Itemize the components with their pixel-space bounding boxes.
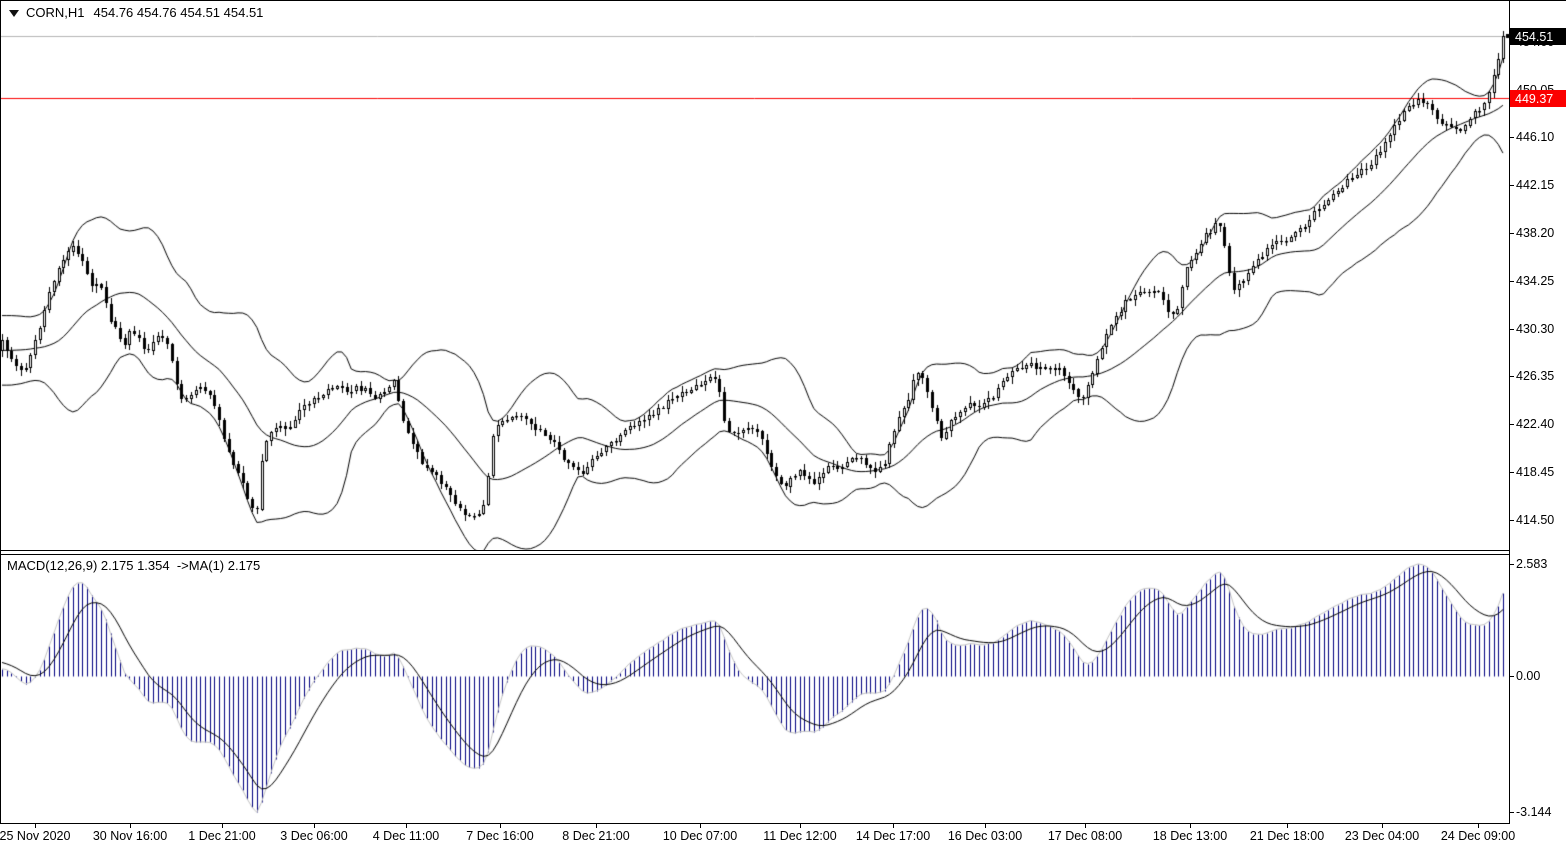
time-tick-label: 24 Dec 09:00 [1440,829,1516,843]
window-left-border [0,0,1,824]
macd-indicator-label: MACD(12,26,9) 2.175 1.354 ->MA(1) 2.175 [7,558,261,573]
time-tick-label: 25 Nov 2020 [0,829,71,843]
macd-indicator-canvas[interactable] [0,555,1509,823]
price-tick-label: 418.45 [1516,465,1555,479]
macd-tick-mark [1509,676,1514,677]
main-price-chart-canvas[interactable] [0,0,1509,551]
time-tick-mark [130,824,131,828]
time-tick-mark [893,824,894,828]
time-tick-label: 1 Dec 21:00 [188,829,256,843]
price-tick-mark [1509,424,1514,425]
time-tick-mark [500,824,501,828]
macd-tick-mark [1509,812,1514,813]
time-tick-mark [406,824,407,828]
price-tick-mark [1509,281,1514,282]
time-tick-label: 10 Dec 07:00 [662,829,738,843]
price-tick-mark [1509,329,1514,330]
macd-panel-bottom-border [0,823,1510,824]
time-tick-label: 7 Dec 16:00 [466,829,534,843]
price-tick-mark [1509,137,1514,138]
main-panel-bottom-border [0,550,1510,551]
time-tick-label: 18 Dec 13:00 [1152,829,1228,843]
time-tick-label: 23 Dec 04:00 [1344,829,1420,843]
price-tick-label: 438.20 [1516,226,1555,240]
price-tick-label: 426.35 [1516,369,1555,383]
price-tick-mark [1509,472,1514,473]
time-tick-mark [314,824,315,828]
time-tick-mark [1190,824,1191,828]
time-tick-label: 17 Dec 08:00 [1047,829,1123,843]
time-tick-mark [1382,824,1383,828]
symbol-label: CORN,H1 [26,5,85,20]
bid-price-badge: 454.51 [1510,28,1566,45]
price-tick-mark [1509,520,1514,521]
time-tick-mark [700,824,701,828]
time-tick-label: 30 Nov 16:00 [92,829,168,843]
time-tick-label: 16 Dec 03:00 [947,829,1023,843]
price-tick-mark [1509,233,1514,234]
price-tick-label: 434.25 [1516,274,1555,288]
price-tick-label: 442.15 [1516,178,1555,192]
ohlc-quotes: 454.76 454.76 454.51 454.51 [93,5,264,20]
time-tick-mark [35,824,36,828]
level-price-badge: 449.37 [1510,90,1566,107]
time-tick-mark [222,824,223,828]
price-tick-label: 422.40 [1516,417,1555,431]
price-tick-mark [1509,185,1514,186]
time-tick-label: 8 Dec 21:00 [562,829,630,843]
chart-title: CORN,H1 454.76 454.76 454.51 454.51 [7,5,263,20]
time-tick-label: 21 Dec 18:00 [1249,829,1325,843]
macd-tick-label: 2.583 [1516,557,1548,571]
price-tick-mark [1509,376,1514,377]
time-tick-label: 3 Dec 06:00 [280,829,348,843]
macd-tick-mark [1509,564,1514,565]
time-tick-label: 11 Dec 12:00 [763,829,837,843]
time-tick-mark [1478,824,1479,828]
price-tick-label: 446.10 [1516,130,1555,144]
time-tick-mark [1085,824,1086,828]
price-axis-line [1509,0,1510,824]
time-tick-mark [596,824,597,828]
time-tick-label: 14 Dec 17:00 [855,829,931,843]
time-tick-label: 4 Dec 11:00 [372,829,440,843]
macd-tick-label: 0.00 [1516,669,1541,683]
price-tick-label: 430.30 [1516,322,1555,336]
time-tick-mark [1287,824,1288,828]
window-top-border [0,0,1566,1]
symbol-dropdown-icon [9,10,19,17]
time-tick-mark [985,824,986,828]
price-tick-label: 414.50 [1516,513,1555,527]
macd-panel-top-border [0,554,1510,555]
time-tick-mark [800,824,801,828]
macd-tick-label: -3.144 [1516,805,1552,819]
